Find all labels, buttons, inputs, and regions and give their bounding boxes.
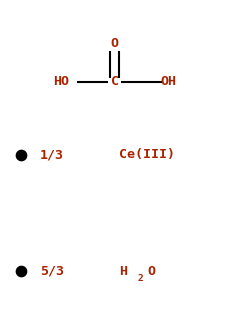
Text: OH: OH [160, 75, 176, 88]
Text: O: O [111, 37, 118, 50]
Text: Ce(III): Ce(III) [119, 148, 175, 162]
Text: 5/3: 5/3 [40, 265, 64, 278]
Text: O: O [148, 265, 156, 278]
Text: C: C [111, 75, 118, 88]
Text: 2: 2 [138, 274, 144, 283]
Point [19, 152, 22, 158]
Text: 1/3: 1/3 [40, 148, 64, 162]
Point [19, 269, 22, 274]
Text: HO: HO [53, 75, 69, 88]
Text: H: H [119, 265, 127, 278]
